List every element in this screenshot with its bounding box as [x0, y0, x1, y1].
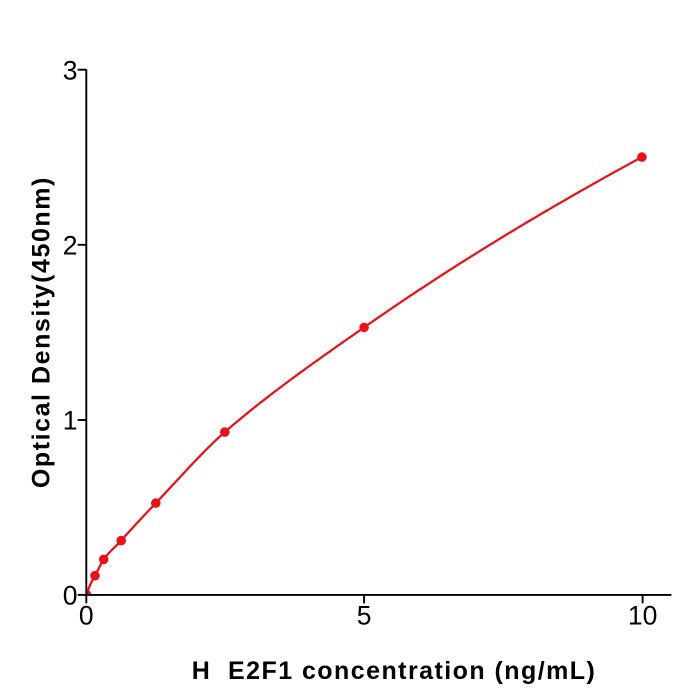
svg-text:2: 2: [63, 231, 78, 261]
svg-text:5: 5: [357, 601, 372, 631]
svg-text:0: 0: [63, 581, 78, 611]
svg-text:0: 0: [79, 601, 94, 631]
svg-text:1: 1: [63, 406, 78, 436]
svg-text:3: 3: [63, 55, 78, 85]
svg-text:H E2F1 concentration (ng/mL): H E2F1 concentration (ng/mL): [192, 657, 597, 685]
svg-text:Optical Density(450nm): Optical Density(450nm): [28, 176, 56, 488]
svg-text:10: 10: [628, 601, 657, 631]
